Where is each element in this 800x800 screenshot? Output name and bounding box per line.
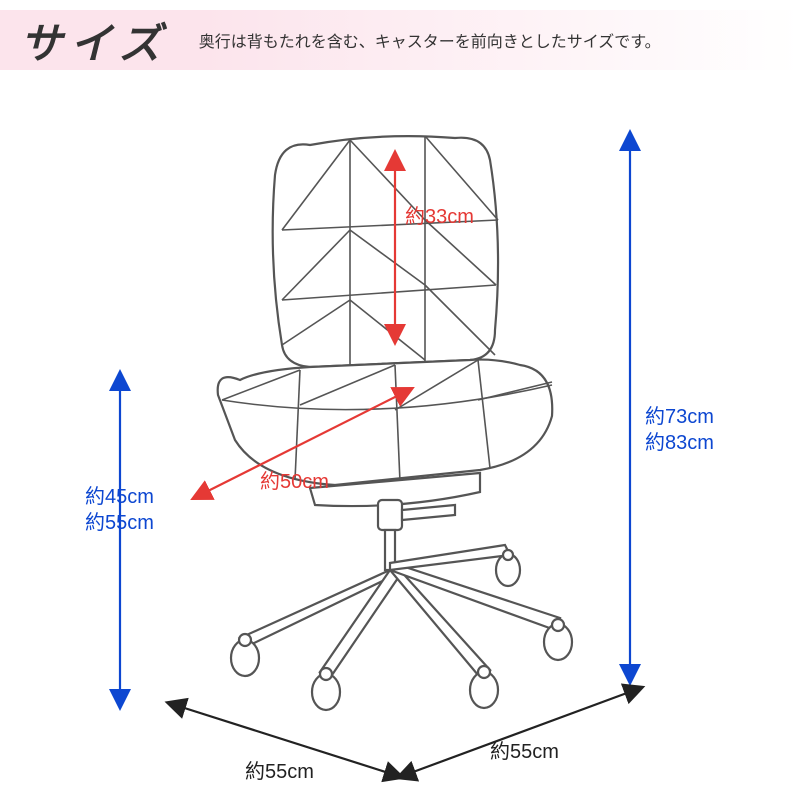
base-depth-label: 約55cm: [490, 735, 559, 764]
header-bar: サイズ 奥行は背もたれを含む、キャスターを前向きとしたサイズです。: [0, 10, 800, 70]
base-width-label: 約55cm: [245, 755, 314, 784]
title: サイズ: [20, 10, 169, 71]
seat-depth-label: 約50cm: [260, 465, 329, 494]
total-height-max-label: 約83cm: [645, 426, 714, 455]
subtitle: 奥行は背もたれを含む、キャスターを前向きとしたサイズです。: [199, 28, 661, 52]
seat-height-min-label: 約45cm: [85, 480, 154, 509]
total-height-min-label: 約73cm: [645, 400, 714, 429]
backrest-height-label: 約33cm: [405, 200, 474, 229]
seat-height-max-label: 約55cm: [85, 506, 154, 535]
